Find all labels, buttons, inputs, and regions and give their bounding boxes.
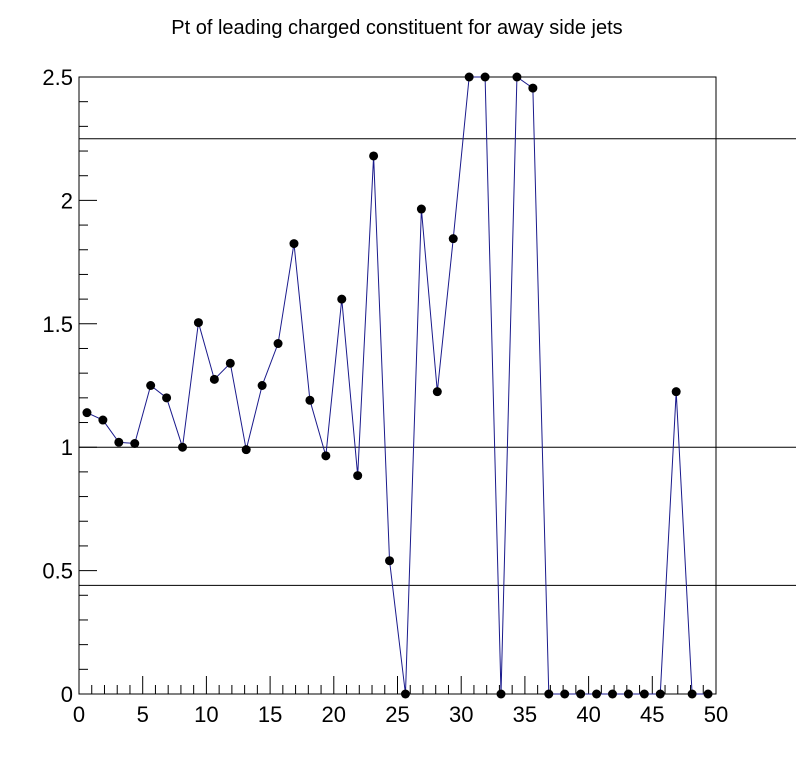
chart-title: Pt of leading charged constituent for aw… — [171, 17, 622, 39]
data-point — [241, 445, 251, 455]
data-point — [353, 471, 363, 481]
data-point — [114, 437, 124, 447]
data-point — [623, 689, 633, 699]
x-tick-label: 10 — [194, 702, 218, 727]
x-tick-label: 5 — [137, 702, 149, 727]
x-tick-label: 50 — [704, 702, 728, 727]
y-tick-label: 1.5 — [42, 312, 73, 337]
data-point — [82, 408, 92, 418]
data-point — [209, 374, 219, 384]
reference-lines — [79, 138, 796, 586]
y-tick-label: 2.5 — [42, 65, 73, 90]
data-point — [639, 689, 649, 699]
x-tick-label: 15 — [258, 702, 282, 727]
x-tick-label: 20 — [322, 702, 346, 727]
data-point — [416, 204, 426, 214]
x-tick-label: 30 — [449, 702, 473, 727]
data-point — [257, 381, 267, 390]
data-point — [385, 556, 395, 566]
data-point — [576, 689, 586, 699]
y-tick-label: 2 — [61, 188, 73, 213]
data-point — [337, 294, 347, 304]
data-point — [496, 689, 506, 699]
data-point — [305, 395, 315, 405]
data-point — [225, 358, 235, 368]
data-point — [671, 387, 681, 397]
data-point — [98, 415, 108, 425]
data-point — [512, 72, 522, 82]
data-point — [273, 339, 283, 349]
data-point — [655, 689, 665, 699]
data-point — [193, 318, 203, 328]
series-line — [86, 76, 709, 695]
y-axis: 0 0.5 1 1.5 2 2.5 — [42, 65, 97, 707]
data-point — [480, 72, 490, 82]
data-point — [703, 689, 713, 699]
data-point — [178, 442, 188, 452]
data-point — [162, 393, 172, 403]
data-point — [130, 438, 140, 448]
data-point — [369, 151, 379, 161]
data-point — [544, 689, 554, 699]
y-tick-label: 0.5 — [42, 559, 73, 584]
x-tick-label: 25 — [385, 702, 409, 727]
y-tick-label: 1 — [61, 435, 73, 460]
x-tick-label: 40 — [576, 702, 600, 727]
data-point — [607, 689, 617, 699]
x-tick-label: 0 — [73, 702, 85, 727]
data-point — [560, 689, 570, 699]
data-point — [592, 689, 602, 699]
data-point — [448, 234, 458, 244]
data-point — [146, 381, 156, 390]
plot-frame — [78, 76, 717, 695]
y-tick-label: 0 — [61, 682, 73, 707]
data-point — [289, 239, 299, 249]
x-tick-label: 35 — [513, 702, 537, 727]
data-point — [464, 72, 474, 82]
data-point — [528, 83, 538, 93]
x-tick-label: 45 — [640, 702, 664, 727]
data-point — [400, 689, 410, 699]
data-point — [432, 387, 442, 397]
x-axis: 0 5 10 15 20 25 30 35 40 45 50 — [73, 676, 728, 727]
data-markers — [82, 72, 713, 699]
data-point — [687, 689, 697, 699]
data-point — [321, 451, 331, 461]
